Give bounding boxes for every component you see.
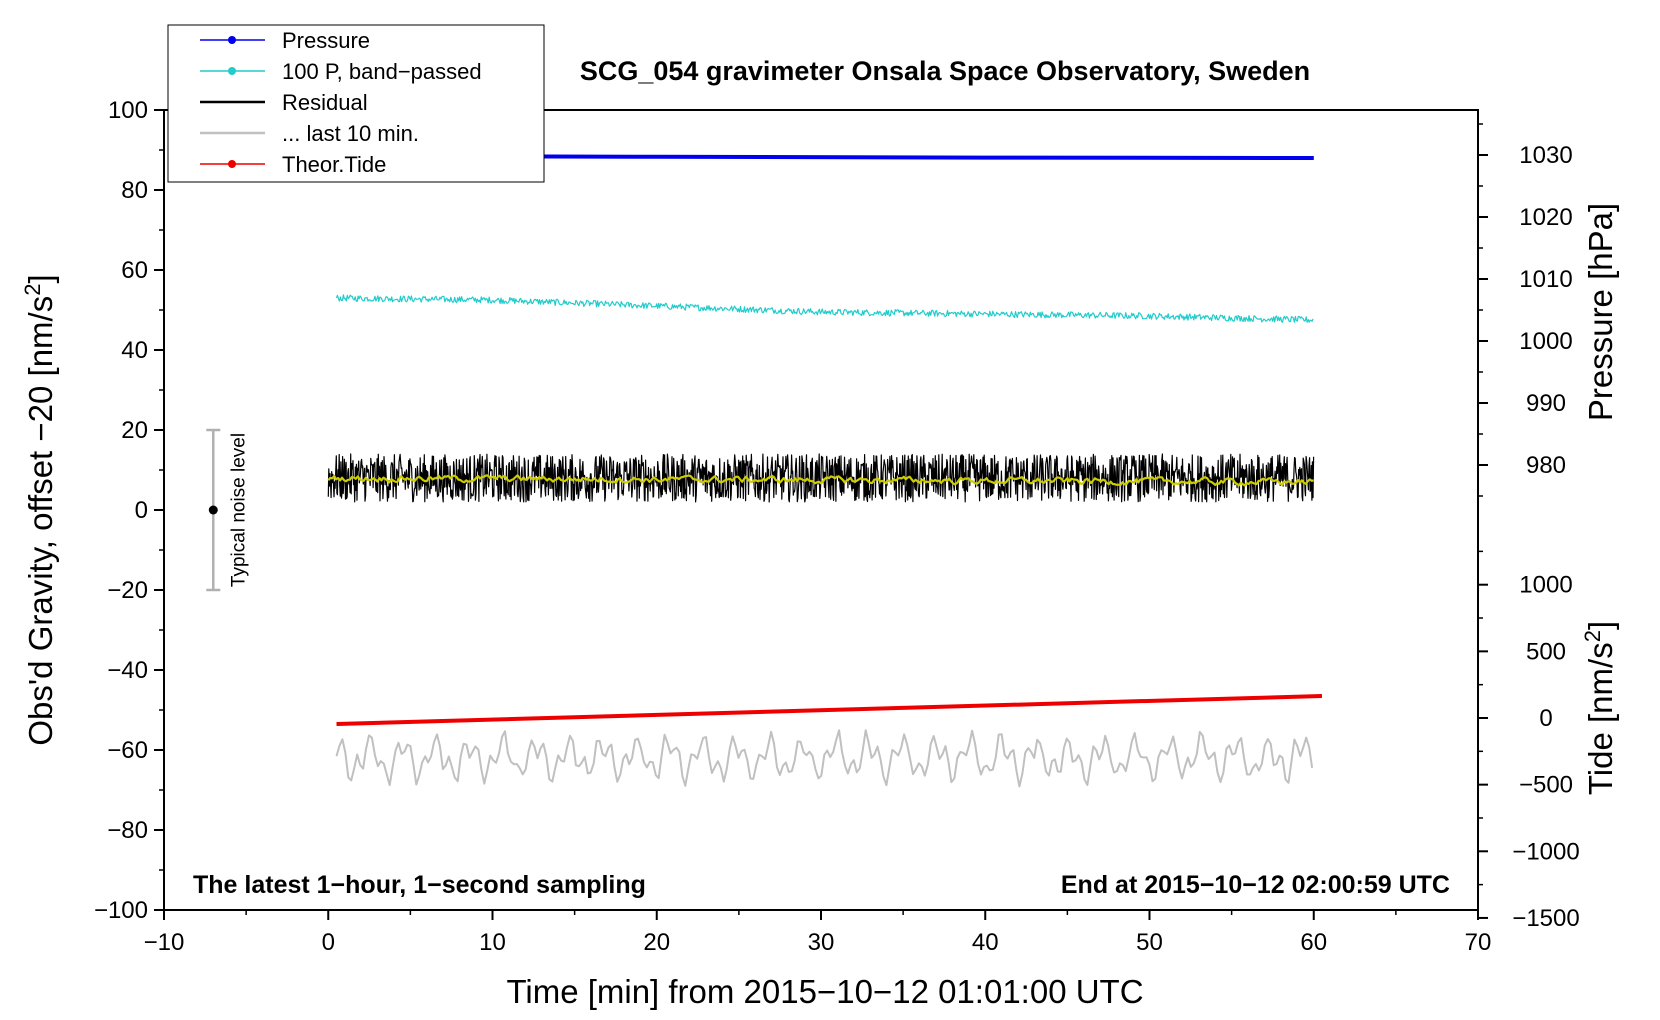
- x-tick-label: 0: [322, 929, 335, 956]
- x-tick-label: 30: [808, 929, 835, 956]
- y-axis-left-title: Obs'd Gravity, offset −20 [nm/s2]: [20, 274, 59, 745]
- pressure-tick-label: 1030: [1519, 142, 1572, 169]
- series-100-p-band-passed: [335, 294, 1314, 323]
- series-theor-tide: [336, 694, 1323, 726]
- y-left-tick-label: −40: [107, 657, 148, 684]
- annotation-left: The latest 1−hour, 1−second sampling: [193, 871, 646, 899]
- series-last-10-min: [335, 729, 1314, 788]
- y-left-tick-label: 40: [121, 337, 148, 364]
- y-left-tick-label: −100: [94, 897, 148, 924]
- tide-tick-label: 500: [1526, 638, 1566, 665]
- x-tick-label: 50: [1136, 929, 1163, 956]
- annotation-right: End at 2015−10−12 02:00:59 UTC: [1061, 871, 1450, 899]
- plot-frame: [163, 109, 1479, 911]
- series-residual-smoothed: [327, 474, 1314, 487]
- y-axis-left: 100 80 60 40 20 0 −20 −40 −60 −80 −100: [94, 97, 164, 924]
- pressure-tick-label: 1000: [1519, 328, 1572, 355]
- legend-marker: [228, 67, 236, 75]
- tide-tick-label: −500: [1519, 772, 1573, 799]
- series-layer: [327, 154, 1323, 788]
- x-tick-label: 10: [479, 929, 506, 956]
- y-left-tick-label: −60: [107, 737, 148, 764]
- pressure-tick-label: 1020: [1519, 204, 1572, 231]
- y-axis-right-tide: 1000 500 0 −500 −1000 −1500: [1478, 550, 1580, 932]
- legend-marker: [228, 36, 236, 44]
- pressure-tick-label: 1010: [1519, 266, 1572, 293]
- y-left-tick-label: 0: [135, 497, 148, 524]
- y-left-tick-label: 100: [108, 97, 148, 124]
- y-left-tick-label: 60: [121, 257, 148, 284]
- legend: Pressure 100 P, band−passed Residual ... la…: [167, 24, 545, 183]
- tide-tick-label: −1500: [1512, 905, 1579, 932]
- y-left-tick-label: 80: [121, 177, 148, 204]
- tide-tick-label: 1000: [1519, 572, 1572, 599]
- noise-bar-center-dot: [208, 505, 218, 515]
- legend-label: 100 P, band−passed: [282, 59, 482, 84]
- tide-tick-label: 0: [1539, 705, 1552, 732]
- noise-bar: Typical noise level: [206, 428, 249, 592]
- y-axis-tide-title-main: Tide [nm/s: [1582, 642, 1619, 795]
- x-axis: −10 0 10 20 30 40 50 60 70: [144, 910, 1492, 956]
- x-tick-label: 40: [972, 929, 999, 956]
- y-left-tick-label: −20: [107, 577, 148, 604]
- x-axis-title: Time [min] from 2015−10−12 01:01:00 UTC: [506, 973, 1143, 1010]
- y-axis-left-title-main: Obs'd Gravity, offset −20 [nm/s: [22, 296, 59, 746]
- y-left-tick-label: −80: [107, 817, 148, 844]
- pressure-tick-label: 990: [1526, 390, 1566, 417]
- x-tick-label: 60: [1300, 929, 1327, 956]
- legend-marker: [228, 160, 236, 168]
- chart-title: SCG_054 gravimeter Onsala Space Observat…: [580, 56, 1310, 86]
- legend-label: ... last 10 min.: [282, 121, 419, 146]
- legend-label: Residual: [282, 90, 368, 115]
- tide-tick-label: −1000: [1512, 838, 1579, 865]
- legend-label: Pressure: [282, 28, 370, 53]
- x-tick-label: 20: [643, 929, 670, 956]
- pressure-tick-label: 980: [1526, 452, 1566, 479]
- y-axis-tide-title: Tide [nm/s2]: [1580, 621, 1619, 795]
- x-tick-label: 70: [1465, 929, 1492, 956]
- y-axis-tide-title-tail: ]: [1582, 621, 1619, 630]
- legend-label: Theor.Tide: [282, 152, 386, 177]
- y-axis-right-pressure: 1030 1020 1010 1000 990 980: [1478, 123, 1573, 497]
- legend-box: [167, 24, 545, 183]
- y-axis-left-title-tail: ]: [22, 274, 59, 283]
- y-axis-tide-title-sup: 2: [1580, 630, 1605, 642]
- series-residual: [327, 453, 1315, 503]
- y-axis-left-title-sup: 2: [20, 284, 45, 296]
- noise-bar-label: Typical noise level: [228, 433, 249, 587]
- x-tick-label: −10: [144, 929, 185, 956]
- y-left-tick-label: 20: [121, 417, 148, 444]
- y-axis-pressure-title: Pressure [hPa]: [1582, 203, 1619, 421]
